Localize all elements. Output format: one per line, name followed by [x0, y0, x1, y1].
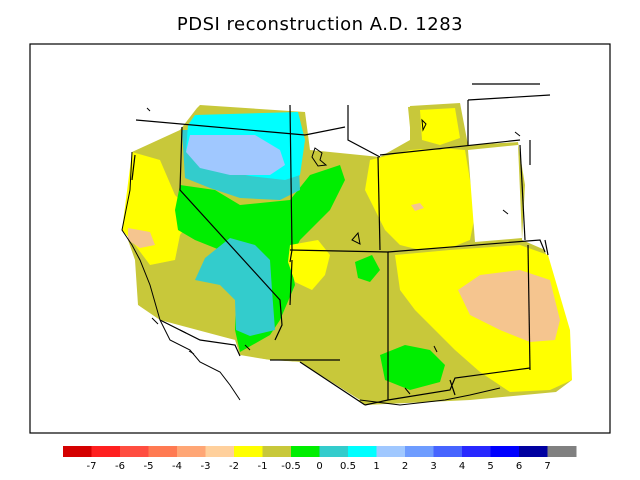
legend-swatch: [405, 446, 434, 457]
coastline: [121, 151, 501, 406]
legend-swatch: [519, 446, 548, 457]
color-legend: -7 -6 -5 -4 -3 -2 -1 -0.5 0 0.5 1 2 3 4 5 6 7: [63, 446, 577, 472]
region-tan-se: [458, 270, 560, 342]
legend-swatch: [376, 446, 406, 457]
legend-swatch: [462, 446, 491, 457]
region-yellow-ne: [365, 148, 475, 250]
legend-label: -6: [115, 461, 125, 472]
region-yellow-mt: [420, 108, 460, 145]
legend-swatch: [433, 446, 463, 457]
legend-label: 5: [487, 461, 493, 472]
legend-swatch: [63, 446, 92, 457]
legend-swatch: [319, 446, 349, 457]
region-tan-west: [128, 228, 155, 248]
legend-swatch: [490, 446, 520, 457]
mask-east: [468, 145, 522, 242]
legend-swatch: [234, 446, 263, 457]
region-lightblue: [186, 135, 285, 175]
legend-label: 0.5: [340, 461, 356, 472]
region-yellow-ut: [288, 240, 330, 290]
legend-swatch: [177, 446, 206, 457]
region-teal-1: [195, 238, 275, 336]
region-green-ut: [355, 255, 380, 282]
lakes: [146, 107, 521, 395]
region-green-az: [380, 345, 445, 390]
legend-swatch: [120, 446, 149, 457]
legend-label: -4: [172, 461, 182, 472]
legend-swatch: [205, 446, 235, 457]
map-frame: [29, 43, 611, 434]
legend-swatch: [348, 446, 377, 457]
mask-northeast: [468, 100, 525, 145]
region-tan-dot: [411, 203, 424, 211]
legend-label: -5: [144, 461, 154, 472]
legend-label: 7: [544, 461, 550, 472]
legend-label: 6: [516, 461, 522, 472]
map-title: PDSI reconstruction A.D. 1283: [176, 14, 464, 35]
legend-label: 3: [430, 461, 436, 472]
legend-label: 0: [316, 461, 322, 472]
legend-label: 1: [373, 461, 379, 472]
legend-label: -2: [229, 461, 239, 472]
legend-label: -0.5: [281, 461, 301, 472]
legend-swatch: [291, 446, 320, 457]
legend-label: 4: [459, 461, 465, 472]
mask-southwest: [130, 305, 360, 400]
legend-label: 2: [402, 461, 408, 472]
legend-label: -3: [201, 461, 211, 472]
legend-swatch: [91, 446, 121, 457]
legend-swatch: [262, 446, 292, 457]
legend-swatch: [148, 446, 178, 457]
state-borders: [131, 83, 551, 406]
legend-swatch: [547, 446, 577, 457]
legend-label: -1: [258, 461, 268, 472]
legend-label: -7: [87, 461, 97, 472]
